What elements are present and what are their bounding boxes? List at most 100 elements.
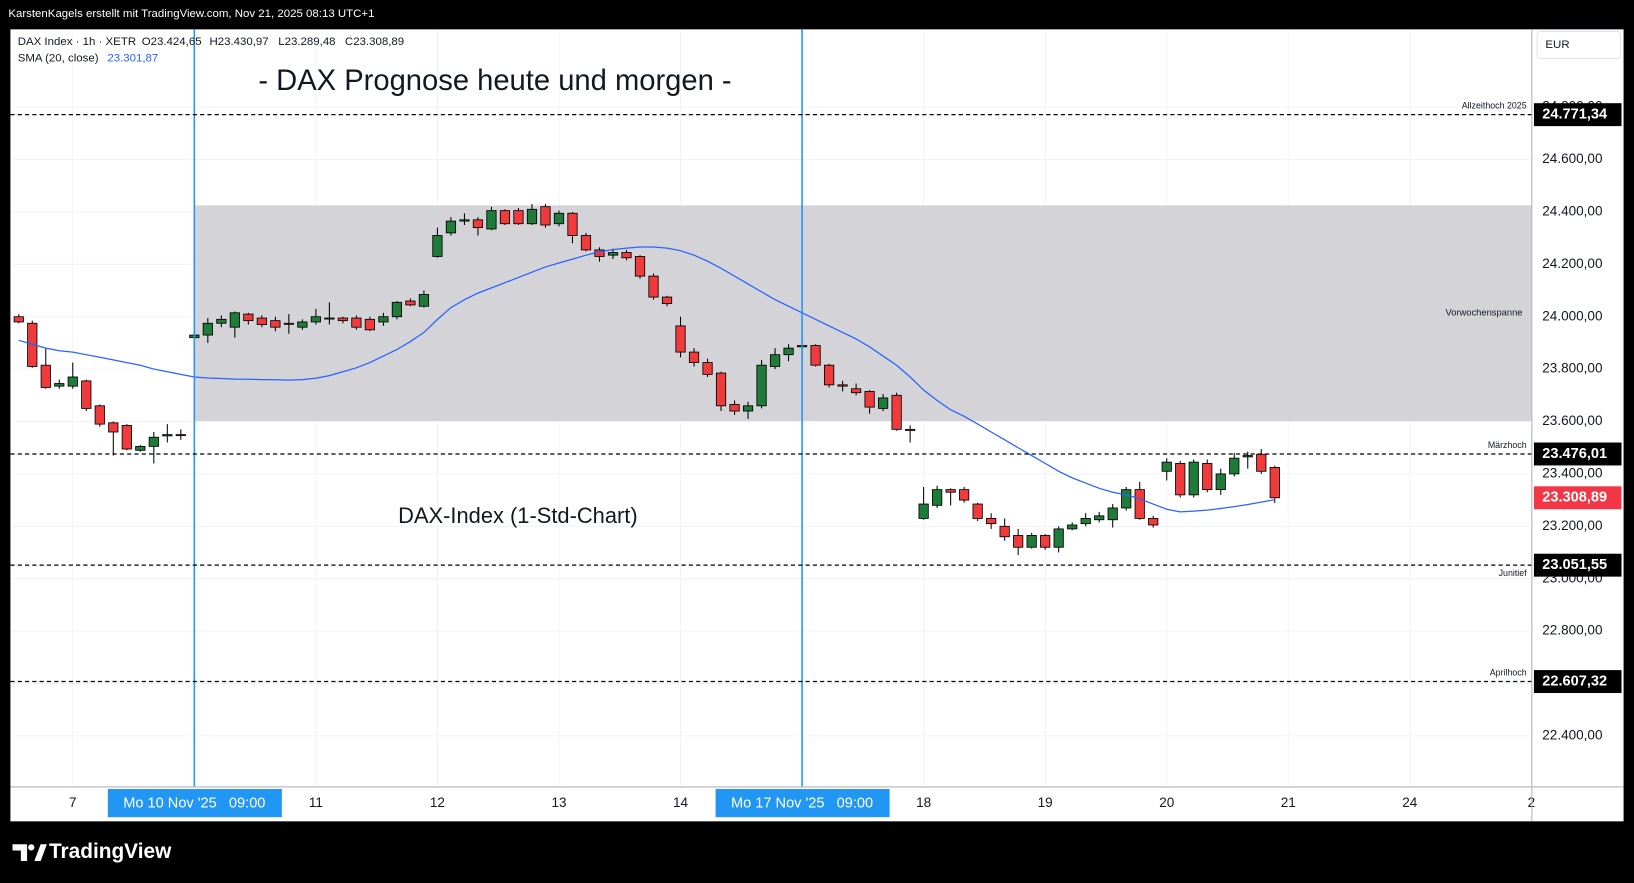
candle-body	[905, 428, 916, 431]
candle-body	[54, 383, 65, 387]
candle-body	[202, 322, 213, 336]
candle-body	[607, 252, 619, 256]
candle-body	[1188, 461, 1199, 496]
candle-body	[121, 425, 132, 450]
level-name: Märzhoch	[1488, 440, 1527, 450]
candle-body	[297, 321, 308, 328]
brand: TradingView	[49, 840, 172, 863]
level-name: Aprilhoch	[1490, 668, 1527, 678]
indicator-value: 23.301,87	[107, 53, 158, 65]
x-tick-label: 7	[69, 795, 77, 810]
candle-body	[229, 312, 240, 328]
close: C23.308,89	[345, 36, 404, 48]
last-price-box	[1533, 486, 1622, 510]
low: L23.289,48	[278, 36, 335, 48]
x-tick-label: 21	[1281, 795, 1296, 810]
candle-body	[891, 394, 902, 430]
candle-body	[878, 397, 889, 409]
candle-body	[135, 445, 146, 451]
candle-body	[472, 219, 484, 229]
candle-body	[769, 354, 781, 367]
x-tick-label: 19	[1038, 795, 1053, 810]
y-tick-label: 24.000,00	[1542, 308, 1602, 323]
level-label: 22.607,32	[1542, 673, 1607, 689]
chart-title: - DAX Prognose heute und morgen -	[258, 65, 731, 97]
candle-body	[634, 256, 646, 277]
candle-body	[310, 316, 321, 323]
candle-body	[445, 220, 457, 234]
candle-body	[324, 317, 335, 320]
candle-body	[499, 210, 511, 225]
candle-body	[13, 316, 24, 323]
candle-body	[932, 489, 943, 506]
credit: KarstenKagels erstellt mit TradingView.c…	[8, 8, 374, 20]
sma-line	[18, 246, 1275, 513]
candle-body	[283, 322, 294, 325]
candle-body	[756, 364, 767, 407]
candle-body	[1134, 489, 1145, 519]
symbol: DAX Index · 1h · XETR	[18, 36, 136, 48]
candle-body	[1175, 463, 1186, 496]
indicator: SMA (20, close)	[18, 53, 99, 65]
candle-body	[918, 503, 929, 519]
candle-body	[648, 275, 659, 298]
candle-body	[1013, 535, 1024, 548]
level-label-box	[1533, 103, 1622, 127]
candle-body	[486, 210, 497, 230]
candle-body	[1256, 453, 1267, 472]
level-label: 24.771,34	[1542, 106, 1608, 122]
candle-body	[216, 318, 227, 324]
candle-body	[40, 364, 51, 388]
zone-layer	[194, 205, 1532, 421]
candle-body	[1242, 455, 1253, 458]
candle-body	[1026, 535, 1037, 548]
currency[interactable]: EUR	[1545, 39, 1569, 51]
candle-body	[1121, 489, 1132, 509]
level-label-box	[1533, 670, 1622, 694]
y-tick-label: 23.200,00	[1542, 518, 1602, 533]
range-zone	[194, 205, 1532, 421]
candle-body	[351, 317, 362, 328]
level-label-box	[1533, 553, 1622, 577]
candle-body	[1229, 457, 1240, 475]
candle-body	[688, 351, 700, 363]
x-tick-label: 14	[673, 795, 689, 810]
x-tick-label: 24	[1402, 795, 1418, 810]
candle-body	[1067, 524, 1078, 530]
candle-body	[256, 317, 267, 325]
crosshair-label-box	[715, 789, 890, 818]
candle-body	[459, 219, 470, 222]
chart-subtitle: DAX-Index (1-Std-Chart)	[398, 503, 637, 528]
crosshair-label: Mo 17 Nov '25 09:00	[731, 795, 873, 811]
candle-body	[823, 364, 835, 386]
x-tick-label: 11	[309, 795, 323, 810]
x-tick-label: 13	[551, 795, 566, 810]
currency-box[interactable]	[1536, 30, 1621, 60]
x-tick-label: 12	[430, 795, 445, 810]
level-label-box	[1533, 442, 1622, 466]
y-tick-label: 23.600,00	[1542, 413, 1602, 428]
y-tick-label: 22.400,00	[1542, 727, 1602, 742]
candle-body	[661, 296, 673, 305]
candle-body	[540, 206, 551, 226]
candle-body	[959, 489, 970, 501]
candle-body	[1161, 461, 1172, 472]
level-name: Allzeithoch 2025	[1462, 101, 1527, 111]
candle-body	[243, 313, 254, 322]
candle-body	[67, 376, 78, 387]
high: H23.430,97	[209, 36, 268, 48]
zone-label: Vorwochenspanne	[1445, 308, 1522, 318]
candle-body	[378, 316, 389, 323]
candle-body	[999, 525, 1010, 538]
candle-body	[702, 362, 713, 375]
marks-layer	[13, 204, 1280, 556]
candle-body	[945, 489, 956, 493]
candle-body	[850, 388, 862, 394]
candle-body	[621, 252, 632, 259]
candle-body	[94, 405, 105, 425]
candle-body	[567, 212, 578, 236]
candle-body	[837, 384, 848, 387]
candle-body	[148, 436, 159, 447]
